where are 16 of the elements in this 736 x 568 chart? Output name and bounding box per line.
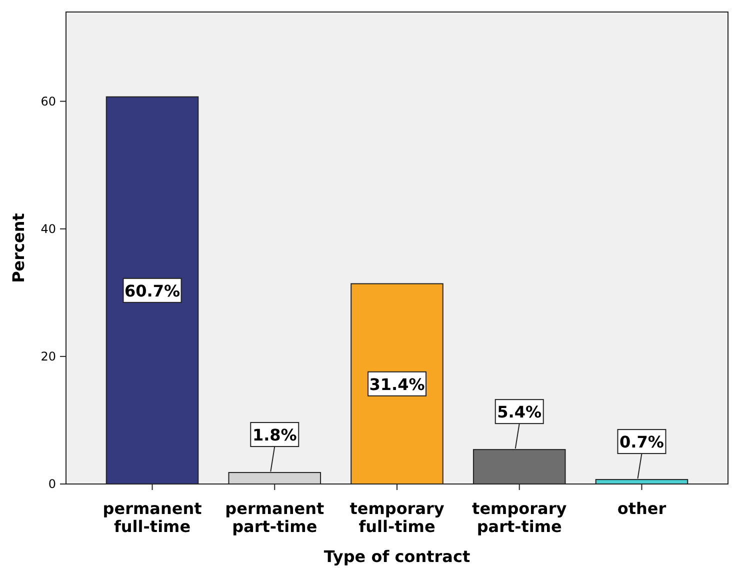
data-label: 0.7% <box>620 432 664 452</box>
y-tick-label: 0 <box>48 477 56 491</box>
x-tick-label: temporary part-time <box>472 499 568 536</box>
y-tick-label: 20 <box>40 349 56 364</box>
data-label: 1.8% <box>252 426 297 445</box>
x-tick-label: temporary full-time <box>350 499 445 536</box>
y-tick-label: 40 <box>40 222 56 236</box>
data-label: 5.4% <box>497 402 542 422</box>
x-tick-label: permanent full-time <box>102 499 202 536</box>
y-axis-title: Percent <box>9 212 28 283</box>
data-label: 31.4% <box>369 374 425 394</box>
data-label: 60.7% <box>124 281 180 300</box>
x-tick-label: other <box>617 499 666 518</box>
x-tick-label: permanent part-time <box>225 499 324 536</box>
y-tick-label: 60 <box>40 94 56 108</box>
x-axis-title: Type of contract <box>324 547 470 566</box>
